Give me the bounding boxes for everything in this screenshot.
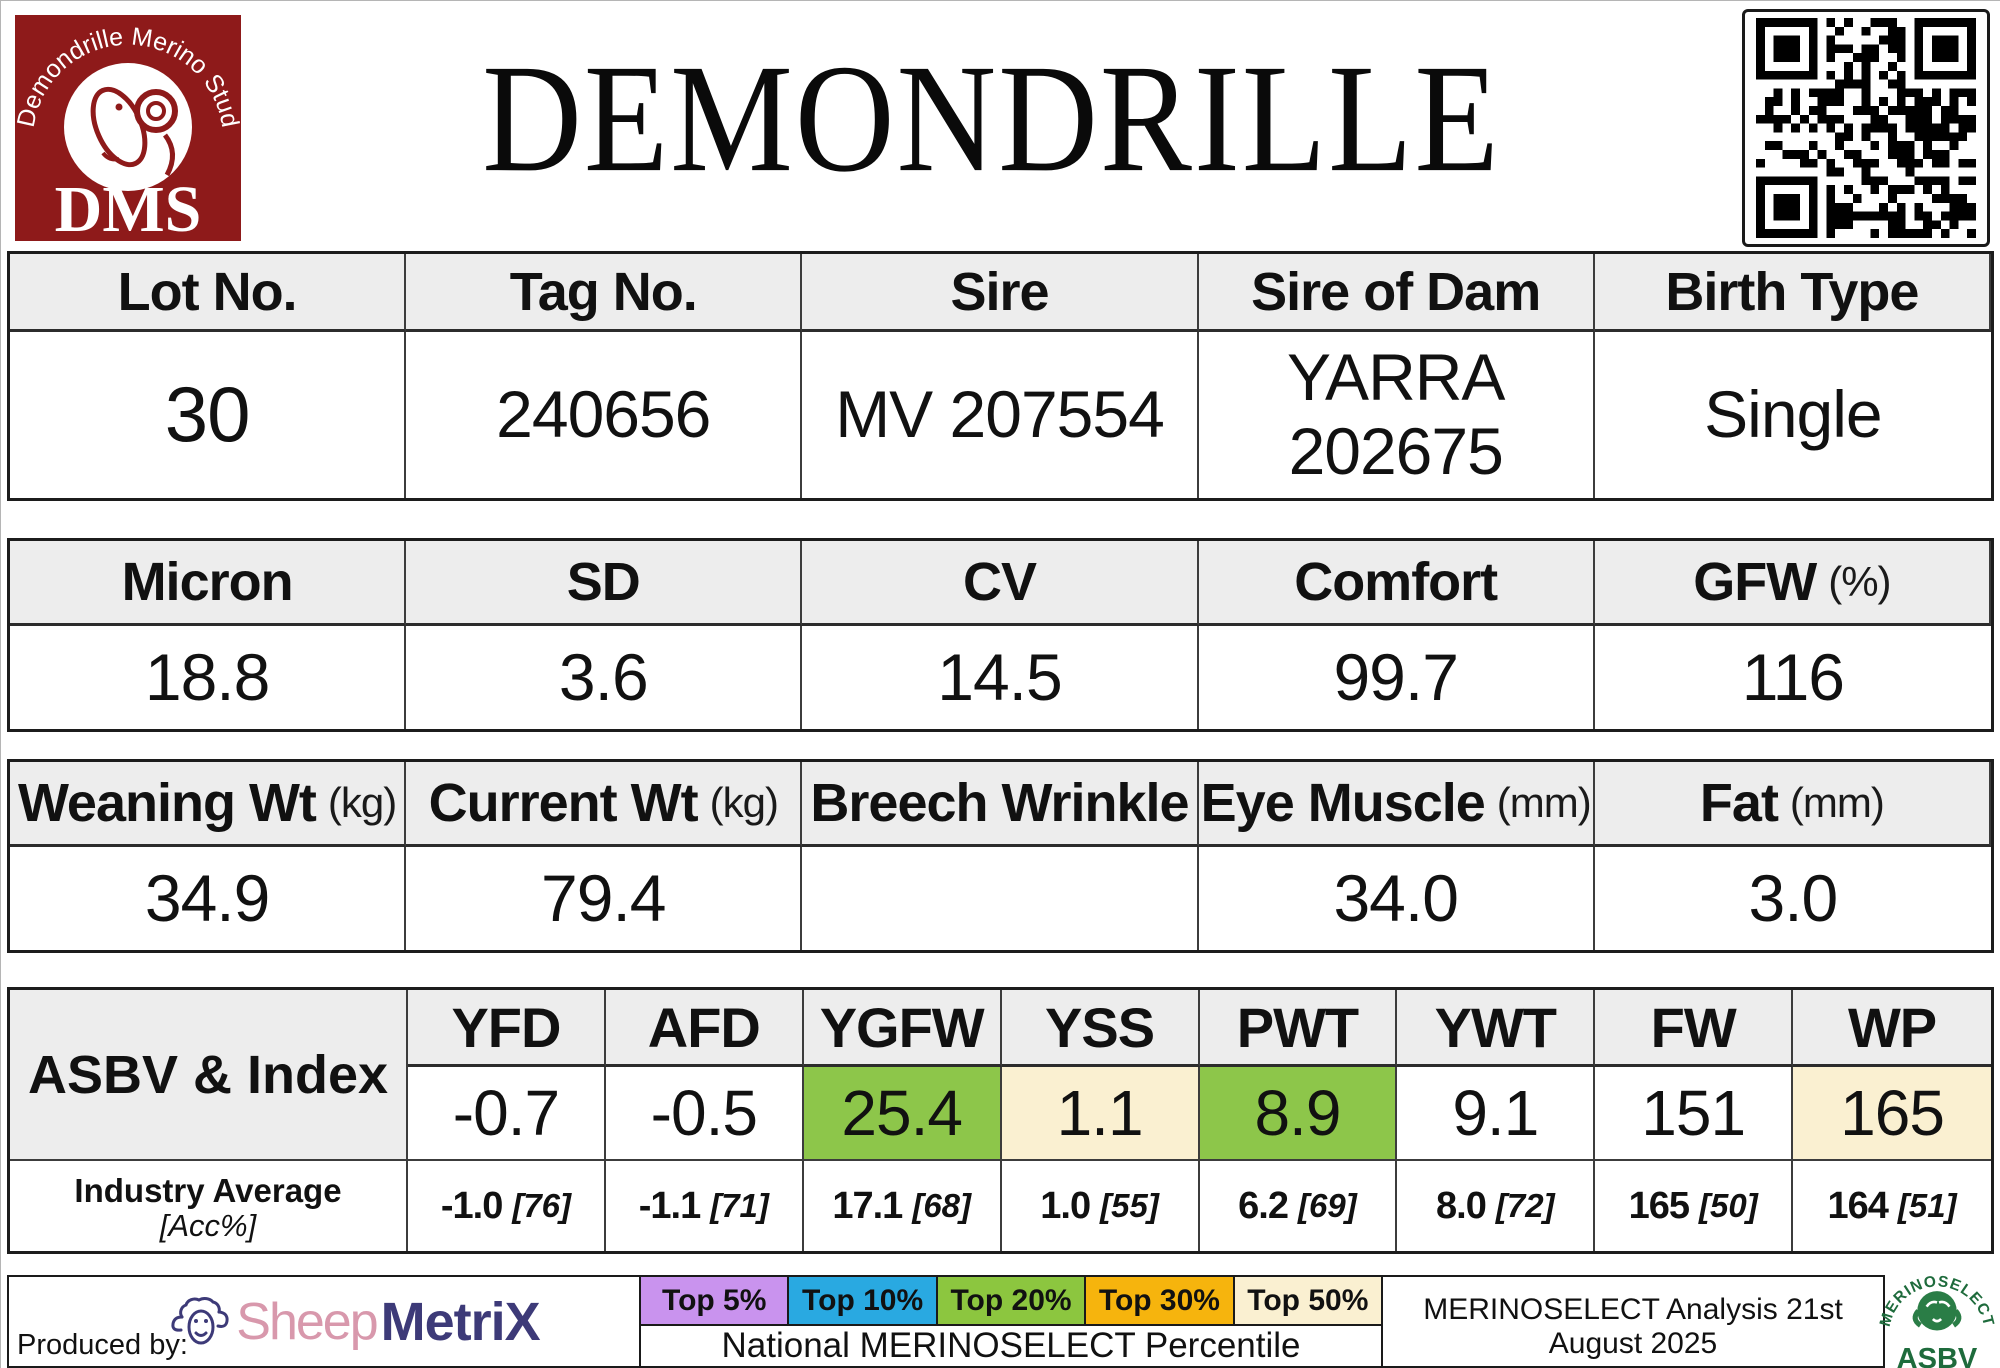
asbv-value-fw: 151 xyxy=(1595,1067,1794,1161)
industry-average-label: Industry Average [Acc%] xyxy=(10,1161,408,1251)
trait-header-afd: AFD xyxy=(605,990,804,1067)
cv-value: 14.5 xyxy=(802,626,1199,729)
sire-of-dam-value: YARRA 202675 xyxy=(1199,332,1595,498)
industry-value-ygfw: 17.1 [68] xyxy=(804,1161,1002,1251)
col-header-sire-of-dam: Sire of Dam xyxy=(1198,254,1595,332)
col-header-sire: Sire xyxy=(802,254,1199,332)
col-header-tag-no: Tag No. xyxy=(406,254,803,332)
header-band: Demondrille Merino Stud DMS DEMONDRILLE xyxy=(1,1,2000,251)
merinoselect-asbv-logo: MERINOSELECT ASBV xyxy=(1878,1273,1996,1368)
industry-value-pwt: 6.2 [69] xyxy=(1200,1161,1398,1251)
asbv-index-table: ASBV & Index YFD AFD YGFW YSS PWT YWT FW… xyxy=(7,987,1994,1254)
weaning-wt-value: 34.9 xyxy=(10,847,407,950)
trait-header-ywt: YWT xyxy=(1397,990,1596,1067)
gfw-value: 116 xyxy=(1741,639,1845,714)
asbv-value-yss: 1.1 xyxy=(1001,1067,1200,1161)
trait-header-pwt: PWT xyxy=(1199,990,1398,1067)
current-wt-value: 79.4 xyxy=(406,847,803,950)
footer-box: Produced by: Sheep MetriX xyxy=(7,1275,1885,1368)
asbv-value-pwt: 8.9 xyxy=(1199,1067,1398,1161)
col-header-fat: Fat (mm) xyxy=(1594,762,1991,847)
trait-header-fw: FW xyxy=(1595,990,1794,1067)
identity-table: Lot No. Tag No. Sire Sire of Dam Birth T… xyxy=(7,251,1994,501)
col-header-cv: CV xyxy=(802,541,1199,626)
col-header-micron: Micron xyxy=(10,541,407,626)
col-header-current-wt: Current Wt (kg) xyxy=(406,762,803,847)
col-header-weaning-wt: Weaning Wt (kg) xyxy=(10,762,407,847)
brand-sheep-text: Sheep xyxy=(236,1292,378,1351)
legend-top5: Top 5% xyxy=(641,1277,790,1324)
trait-header-yss: YSS xyxy=(1001,990,1200,1067)
industry-value-wp: 164 [51] xyxy=(1827,1184,1957,1227)
trait-header-ygfw: YGFW xyxy=(803,990,1002,1067)
trait-header-wp: WP xyxy=(1793,990,1991,1067)
percentile-legend: Top 5% Top 10% Top 20% Top 30% Top 50% N… xyxy=(639,1277,1383,1366)
trait-header-yfd: YFD xyxy=(408,990,606,1067)
industry-value-yss: 1.0 [55] xyxy=(1002,1161,1200,1251)
dms-monogram: DMS xyxy=(55,173,202,241)
micron-value: 18.8 xyxy=(10,626,407,729)
col-header-gfw: GFW (%) xyxy=(1594,541,1991,626)
lot-no-value: 30 xyxy=(10,332,407,498)
sheep-icon xyxy=(171,1296,229,1344)
col-header-sd: SD xyxy=(406,541,803,626)
analysis-note: MERINOSELECT Analysis 21st August 2025 xyxy=(1423,1293,1843,1360)
footer-band: Produced by: Sheep MetriX xyxy=(7,1273,1996,1368)
svg-text:ASBV: ASBV xyxy=(1897,1343,1978,1368)
industry-value-afd: -1.1 [71] xyxy=(606,1161,804,1251)
asbv-value-wp: 165 xyxy=(1793,1067,1991,1161)
col-header-lot-no: Lot No. xyxy=(10,254,407,332)
birth-type-value: Single xyxy=(1704,377,1882,452)
page-title: DEMONDRILLE xyxy=(482,32,1501,204)
legend-top10: Top 10% xyxy=(789,1277,938,1324)
legend-top30: Top 30% xyxy=(1086,1277,1235,1324)
col-header-eye-muscle: Eye Muscle (mm) xyxy=(1198,762,1595,847)
produced-by-cell: Produced by: Sheep MetriX xyxy=(9,1277,639,1366)
legend-top50: Top 50% xyxy=(1234,1277,1382,1324)
brand-metrix-text: MetriX xyxy=(380,1291,541,1352)
dms-stud-logo: Demondrille Merino Stud DMS xyxy=(15,15,241,241)
asbv-value-ygfw: 25.4 xyxy=(803,1067,1002,1161)
asbv-value-afd: -0.5 xyxy=(605,1067,804,1161)
legend-swatch-row: Top 5% Top 10% Top 20% Top 30% Top 50% xyxy=(641,1277,1382,1326)
sheepmetrix-logo: Sheep MetriX xyxy=(168,1291,541,1353)
industry-value-fw: 165 [50] xyxy=(1595,1161,1794,1251)
col-header-comfort: Comfort xyxy=(1198,541,1595,626)
asbv-row-label: ASBV & Index xyxy=(10,990,408,1161)
industry-value-yfd: -1.0 [76] xyxy=(408,1161,606,1251)
breech-wrinkle-value xyxy=(802,847,1199,950)
sire-value: MV 207554 xyxy=(802,332,1199,498)
analysis-note-cell: MERINOSELECT Analysis 21st August 2025 xyxy=(1383,1277,1883,1366)
legend-top20: Top 20% xyxy=(937,1277,1087,1324)
legend-caption: National MERINOSELECT Percentile xyxy=(721,1326,1301,1365)
asbv-value-ywt: 9.1 xyxy=(1397,1067,1596,1161)
tag-no-value: 240656 xyxy=(406,332,803,498)
sd-value: 3.6 xyxy=(406,626,803,729)
produced-by-label: Produced by: xyxy=(17,1329,188,1361)
wool-table: Micron SD CV Comfort GFW (%) 18.8 3.6 14.… xyxy=(7,538,1994,732)
col-header-birth-type: Birth Type xyxy=(1594,254,1991,332)
body-traits-table: Weaning Wt (kg) Current Wt (kg) Breech Wri… xyxy=(7,759,1994,953)
col-header-breech-wrinkle: Breech Wrinkle xyxy=(802,762,1199,847)
comfort-value: 99.7 xyxy=(1199,626,1595,729)
fat-value: 3.0 xyxy=(1748,860,1839,935)
qr-code-image xyxy=(1756,18,1976,238)
eye-muscle-value: 34.0 xyxy=(1199,847,1595,950)
qr-code xyxy=(1742,9,1990,247)
industry-value-ywt: 8.0 [72] xyxy=(1397,1161,1596,1251)
asbv-value-yfd: -0.7 xyxy=(408,1067,606,1161)
